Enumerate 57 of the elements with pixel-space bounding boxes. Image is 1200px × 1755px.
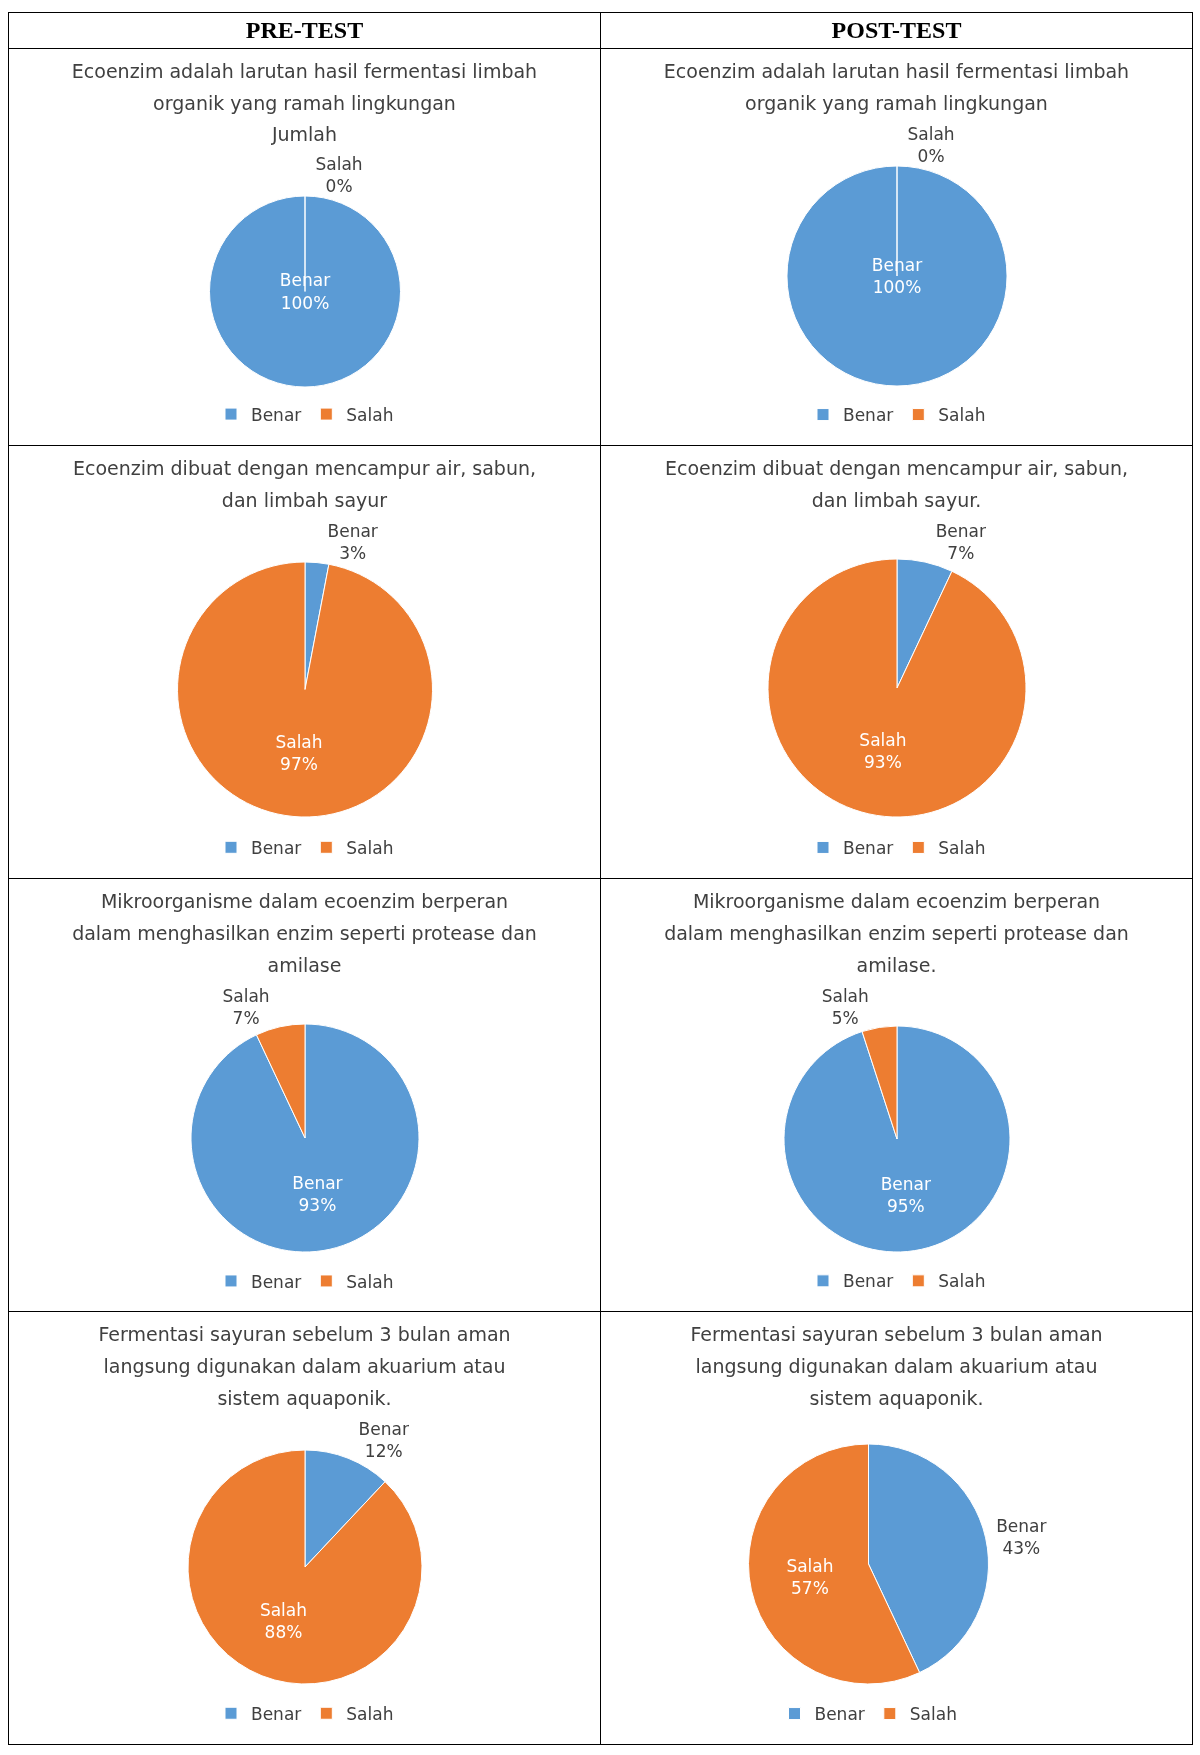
legend-label: Benar [842, 838, 893, 859]
legend-label: Salah [345, 1271, 393, 1292]
data-label: 7% [946, 543, 974, 564]
data-label: 88% [264, 1622, 302, 1643]
data-label: 43% [1001, 1537, 1040, 1558]
data-label: 7% [232, 1007, 260, 1028]
slice-label: Benar [291, 1172, 343, 1193]
legend-label: Benar [250, 837, 301, 858]
text: PRE-TEST [9, 13, 600, 49]
legend-label: Salah [937, 405, 985, 426]
legend-label: Benar [842, 405, 893, 426]
legend-label: Salah [345, 404, 393, 425]
slice-label: Benar [880, 1173, 931, 1194]
legend-label: Benar [250, 1703, 301, 1724]
chart-title: Ecoenzim adalah larutan hasil fermentasi limbah organik yang ramah lingkungan [70, 59, 539, 116]
category-label: Salah [315, 153, 363, 174]
legend-label: Benar [250, 404, 301, 425]
slice-label: Salah [259, 1600, 307, 1621]
data-label: 97% [279, 754, 318, 775]
legend-label: Salah [345, 1703, 393, 1724]
chart-subtitle: Jumlah [271, 122, 338, 147]
data-label: 3% [338, 542, 366, 563]
data-label: 100% [280, 292, 329, 313]
chart-title: Fermentasi sayuran sebelum 3 bulan aman langsung digunakan dalam akuarium atau sistem aquaponik. [689, 1322, 1104, 1411]
data-label: 5% [831, 1007, 859, 1028]
data-label: 57% [790, 1578, 829, 1599]
slice-label: Benar [935, 521, 986, 542]
text: 0% [325, 176, 353, 196]
legend-label: Salah [909, 1704, 957, 1725]
slice-label: Benar [358, 1418, 409, 1439]
data-label: 100% [872, 277, 921, 298]
category-label: Salah [907, 123, 955, 144]
slice-label: Salah [274, 731, 323, 752]
legend-label: Salah [345, 837, 393, 858]
legend-label: Salah [937, 838, 985, 859]
data-label: 95% [886, 1195, 925, 1216]
chart-title: Fermentasi sayuran sebelum 3 bulan aman langsung digunakan dalam akuarium atau sistem aquaponik. [97, 1322, 512, 1411]
legend-label: Salah [937, 1271, 985, 1292]
slice-label: Benar [327, 520, 378, 541]
chart-title: Mikroorganisme dalam ecoenzim berperan dalam menghasilkan enzim seperti protease dan amilase [71, 889, 538, 978]
chart-title: Ecoenzim adalah larutan hasil fermentasi limbah organik yang ramah lingkungan [662, 59, 1131, 116]
slice-label: Salah [821, 985, 869, 1006]
text: 0% [917, 146, 945, 166]
chart-title: Ecoenzim dibuat dengan mencampur air, sabun, dan limbah sayur [71, 456, 538, 513]
data-label: 93% [298, 1194, 336, 1215]
slice-label: Salah [858, 729, 906, 750]
slice-label: Salah [785, 1556, 834, 1577]
data-label: 93% [863, 752, 902, 772]
slice-label: Salah [221, 985, 270, 1006]
legend-label: Benar [814, 1704, 865, 1725]
legend-label: Benar [250, 1271, 301, 1292]
legend-label: Benar [842, 1271, 893, 1292]
text: POST-TEST [601, 13, 1192, 49]
chart-title: Ecoenzim dibuat dengan mencampur air, sabun, dan limbah sayur. [663, 456, 1130, 513]
data-label: 12% [364, 1441, 403, 1462]
chart-title: Mikroorganisme dalam ecoenzim berperan dalam menghasilkan enzim seperti protease dan amilase. [663, 889, 1130, 978]
slice-label: Benar [995, 1515, 1046, 1536]
